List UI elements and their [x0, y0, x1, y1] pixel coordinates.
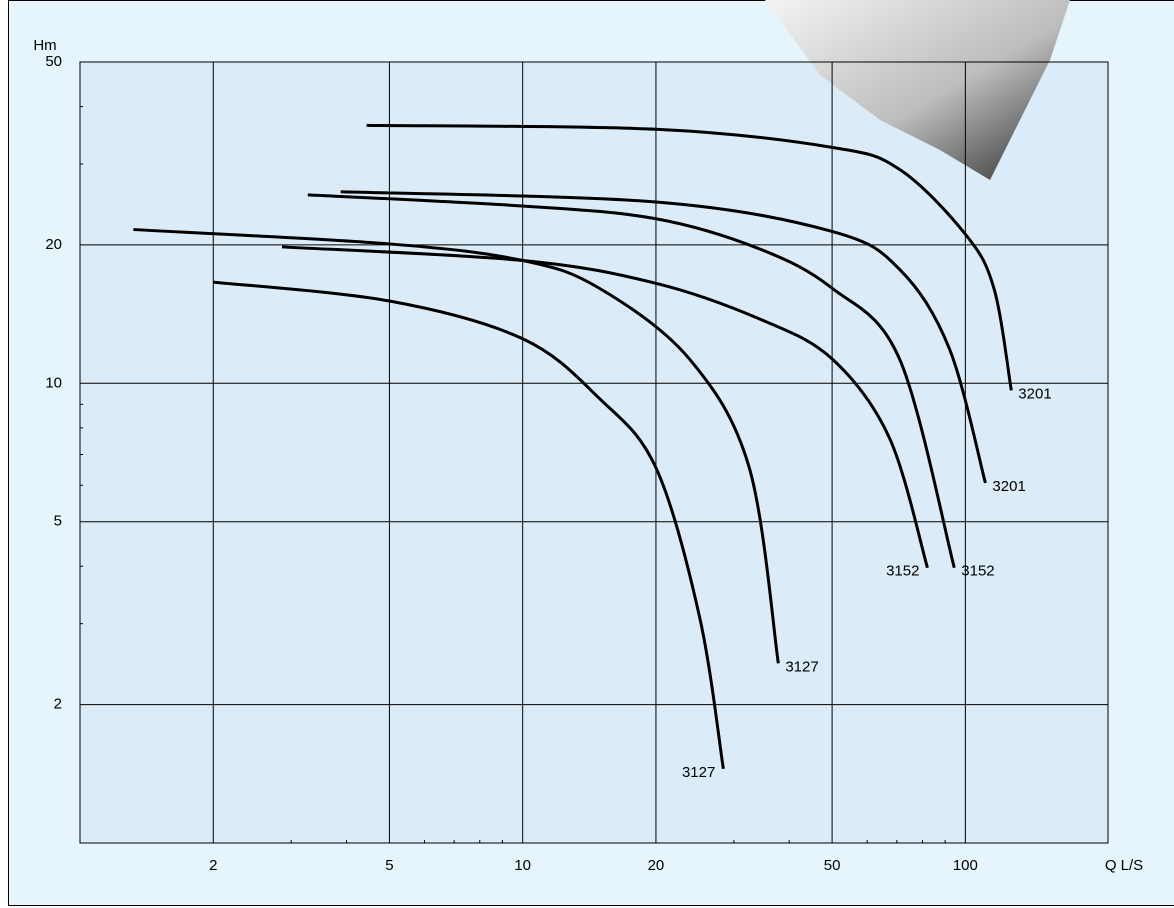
curve	[133, 228, 780, 664]
curve-label: 3201	[1018, 385, 1051, 402]
x-tick-label: 5	[385, 857, 393, 874]
curve	[366, 123, 1013, 391]
plot-area	[79, 61, 1109, 844]
y-tick-label: 2	[54, 696, 62, 713]
x-axis-label: Q L/S	[1105, 857, 1143, 874]
curve-label: 3127	[785, 658, 818, 675]
y-tick-label: 20	[45, 236, 62, 253]
curve	[307, 193, 956, 569]
curve	[281, 245, 929, 569]
curve-label: 3152	[961, 563, 994, 580]
y-axis-label: Hm	[33, 37, 56, 54]
curve	[213, 280, 725, 770]
curve	[340, 190, 987, 484]
y-tick-label: 5	[54, 513, 62, 530]
y-tick-label: 10	[45, 374, 62, 391]
y-tick-label: 50	[45, 53, 62, 70]
x-tick-label: 50	[824, 857, 841, 874]
x-tick-label: 100	[953, 857, 978, 874]
x-tick-label: 2	[209, 857, 217, 874]
curve-label: 3127	[682, 764, 715, 781]
x-tick-label: 10	[514, 857, 531, 874]
curve-label: 3201	[992, 478, 1025, 495]
photo	[765, 0, 1070, 180]
curve-label: 3152	[886, 563, 919, 580]
x-tick-label: 20	[648, 857, 665, 874]
